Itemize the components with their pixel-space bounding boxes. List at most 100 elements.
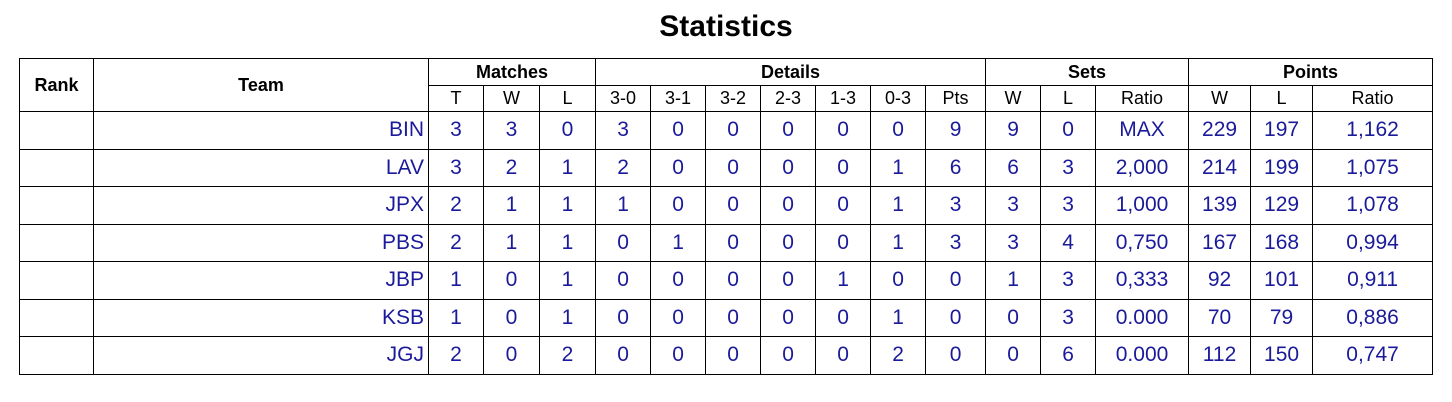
stat-cell: 1 — [538, 298, 597, 337]
stat-cell: 214 — [1188, 148, 1252, 187]
team-cell: LAV — [93, 148, 429, 187]
stat-cell: 197 — [1250, 111, 1314, 150]
stat-cell: 0,911 — [1312, 261, 1434, 300]
stat-cell: 0 — [815, 223, 872, 262]
stat-cell: 0 — [760, 223, 817, 262]
stats-table: Rank Team Matches Details Sets Points T W L 3-… — [19, 58, 1434, 375]
stat-cell: 3 — [428, 111, 484, 150]
stat-cell: 1 — [870, 298, 927, 337]
subheader-row: T W L 3-0 3-1 3-2 2-3 1-3 0-3 Pts W L Ratio W L Ratio — [20, 85, 1434, 112]
stat-cell: 9 — [925, 111, 987, 150]
stat-cell: 0 — [705, 186, 762, 225]
column-header: Ratio — [1312, 85, 1434, 112]
stat-cell: 0 — [595, 261, 652, 300]
team-cell: JBP — [93, 261, 429, 300]
team-cell: JGJ — [93, 336, 429, 375]
rank-cell — [19, 336, 94, 375]
stat-cell: 112 — [1188, 336, 1252, 375]
stat-cell: 0.000 — [1095, 298, 1190, 337]
stat-cell: 0 — [705, 336, 762, 375]
stat-cell: 3 — [483, 111, 540, 150]
stat-cell: 229 — [1188, 111, 1252, 150]
column-header: L — [538, 85, 597, 112]
stat-cell: 0 — [760, 148, 817, 187]
stat-cell: 0 — [815, 148, 872, 187]
stat-cell: 2 — [870, 336, 927, 375]
title: Statistics — [659, 10, 793, 43]
stat-cell: 167 — [1188, 223, 1252, 262]
stat-cell: 9 — [985, 111, 1042, 150]
stat-cell: 4 — [1040, 223, 1097, 262]
stat-cell: 0 — [705, 298, 762, 337]
stat-cell: 0 — [1040, 111, 1097, 150]
table-body: BIN 3 3 0 3 0 0 0 0 0 9 9 0 MAX 229 197 1,162 LAV 3 2 1 2 0 0 0 0… — [19, 111, 1434, 375]
stat-cell: 0 — [650, 261, 707, 300]
stat-cell: 0 — [650, 148, 707, 187]
stat-cell: 1,000 — [1095, 186, 1190, 225]
stat-cell: 1 — [538, 148, 597, 187]
stat-cell: 101 — [1250, 261, 1314, 300]
stat-cell: 1,075 — [1312, 148, 1434, 187]
stat-cell: 2 — [428, 186, 484, 225]
stat-cell: 2 — [595, 148, 652, 187]
stat-cell: 0 — [483, 261, 540, 300]
team-cell: JPX — [93, 186, 429, 225]
stat-cell: 3 — [925, 223, 987, 262]
table-row: PBS 2 1 1 0 1 0 0 0 1 3 3 4 0,750 167 168 0,994 — [19, 223, 1434, 262]
stat-cell: 0 — [595, 223, 652, 262]
stat-cell: 0 — [650, 111, 707, 150]
column-header: Pts — [925, 85, 987, 112]
stat-cell: 0 — [925, 261, 987, 300]
rank-cell — [19, 186, 94, 225]
stat-cell: 1 — [650, 223, 707, 262]
stat-cell: 1 — [428, 298, 484, 337]
stat-cell: 0 — [760, 336, 817, 375]
stat-cell: 1 — [428, 261, 484, 300]
stat-cell: 3 — [1040, 186, 1097, 225]
stat-cell: MAX — [1095, 111, 1190, 150]
stat-cell: 0 — [815, 298, 872, 337]
stat-cell: 0,886 — [1312, 298, 1434, 337]
stat-cell: 3 — [1040, 261, 1097, 300]
stat-cell: 1 — [483, 223, 540, 262]
column-header: W — [985, 85, 1042, 112]
stat-cell: 199 — [1250, 148, 1314, 187]
stat-cell: 2 — [538, 336, 597, 375]
stat-cell: 2 — [428, 336, 484, 375]
stat-cell: 0 — [538, 111, 597, 150]
stat-cell: 1 — [538, 261, 597, 300]
column-header: 2-3 — [760, 85, 817, 112]
stat-cell: 0 — [925, 336, 987, 375]
stat-cell: 0 — [815, 186, 872, 225]
stat-cell: 0 — [985, 336, 1042, 375]
stat-cell: 0.000 — [1095, 336, 1190, 375]
stat-cell: 6 — [1040, 336, 1097, 375]
stat-cell: 70 — [1188, 298, 1252, 337]
stat-cell: 1 — [870, 148, 927, 187]
stat-cell: 6 — [985, 148, 1042, 187]
stat-cell: 1 — [538, 186, 597, 225]
table-row: BIN 3 3 0 3 0 0 0 0 0 9 9 0 MAX 229 197 1,162 — [19, 111, 1434, 150]
table-header: Rank Team Matches Details Sets Points T W L 3-… — [19, 58, 1434, 112]
column-header: 3-1 — [650, 85, 707, 112]
stat-cell: 3 — [985, 223, 1042, 262]
stat-cell: 2 — [428, 223, 484, 262]
column-header: 3-0 — [595, 85, 652, 112]
stat-cell: 2 — [483, 148, 540, 187]
stat-cell: 3 — [1040, 298, 1097, 337]
stat-cell: 1,162 — [1312, 111, 1434, 150]
column-header: 1-3 — [815, 85, 872, 112]
column-header: W — [1188, 85, 1252, 112]
stat-cell: 1 — [870, 223, 927, 262]
stat-cell: 0 — [595, 298, 652, 337]
stat-cell: 1 — [595, 186, 652, 225]
table-row: JPX 2 1 1 1 0 0 0 0 1 3 3 3 1,000 139 129 1,078 — [19, 186, 1434, 225]
rank-cell — [19, 148, 94, 187]
column-header: Ratio — [1095, 85, 1190, 112]
stat-cell: 1 — [483, 186, 540, 225]
rank-cell — [19, 298, 94, 337]
stat-cell: 3 — [1040, 148, 1097, 187]
stat-cell: 1 — [870, 186, 927, 225]
team-cell: PBS — [93, 223, 429, 262]
stat-cell: 0 — [815, 336, 872, 375]
